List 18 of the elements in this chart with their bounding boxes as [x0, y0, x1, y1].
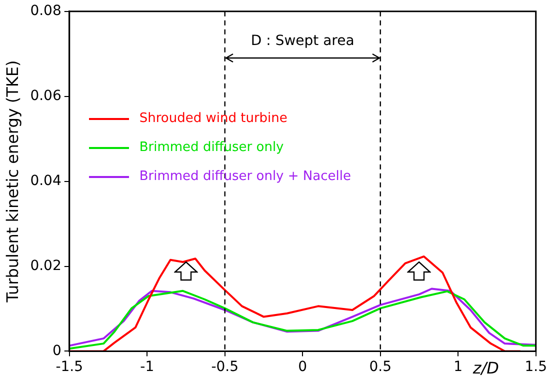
y-axis-title: Turbulent kinetic energy (TKE) [2, 60, 22, 304]
x-tick-label: 0 [298, 359, 308, 376]
x-tick-label: 1.5 [524, 359, 547, 376]
x-axis-title: z/D [472, 358, 499, 378]
y-tick-label: 0.06 [30, 88, 62, 104]
legend-label: Brimmed diffuser only [139, 140, 284, 156]
y-tick-label: 0 [52, 342, 62, 359]
annotation: D : Swept area [250, 33, 354, 50]
x-tick-label: 1 [454, 359, 463, 376]
legend-label: Brimmed diffuser only + Nacelle [139, 169, 351, 184]
legend-label: Shrouded wind turbine [139, 111, 288, 126]
y-tick-label: 0.04 [30, 172, 62, 189]
y-tick-label: 0.08 [30, 3, 62, 20]
x-tick-label: -1 [140, 359, 154, 376]
x-tick-label: 0.5 [369, 359, 392, 376]
x-tick-label: -0.5 [211, 359, 239, 376]
y-tick-label: 0.02 [30, 258, 62, 274]
x-tick-label: -1.5 [56, 359, 84, 376]
